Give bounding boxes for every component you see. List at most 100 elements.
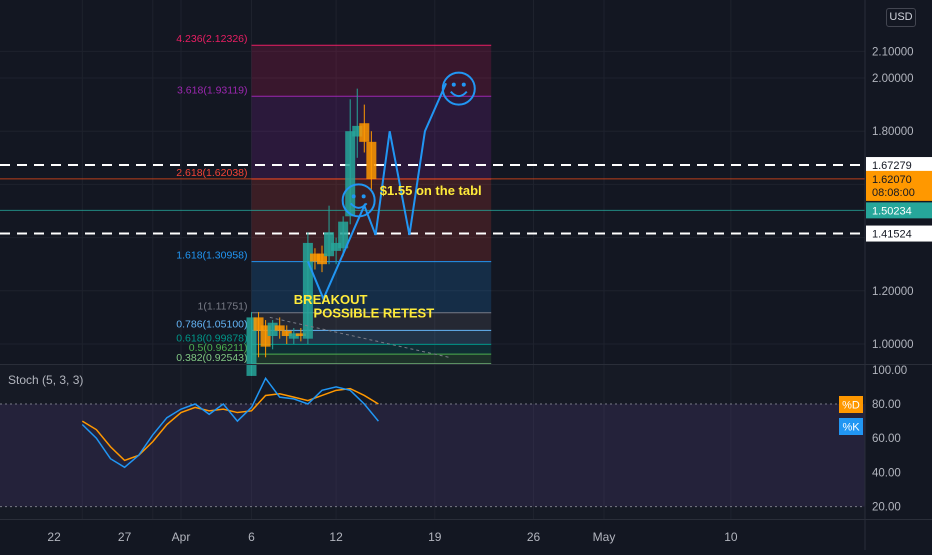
fib-level-label: 2.618(1.62038)	[176, 167, 247, 179]
candle-body[interactable]	[366, 141, 377, 180]
price-tag: 1.50234	[866, 202, 932, 219]
fib-zone	[251, 344, 492, 355]
candle-body[interactable]	[253, 317, 264, 331]
time-axis-label: Apr	[172, 530, 191, 544]
stoch-series-tag-label: %K	[842, 422, 860, 434]
time-axis-label: May	[593, 530, 616, 544]
smiley-eye	[351, 194, 356, 199]
fib-level-label: 4.236(2.12326)	[176, 33, 247, 45]
annotation-text[interactable]: $1.55 on the tabl	[380, 183, 482, 198]
annotation-text[interactable]: BREAKOUT	[294, 292, 368, 307]
stoch-title[interactable]: Stoch (5, 3, 3)	[8, 373, 84, 387]
price-tag-label: 1.62070	[872, 174, 912, 186]
candle-body[interactable]	[295, 333, 306, 337]
time-axis-label: 26	[527, 530, 541, 544]
fib-level-label: 0.618(0.99878)	[176, 332, 247, 344]
candle-body[interactable]	[260, 325, 271, 347]
price-tag: 1.67279	[866, 157, 932, 174]
price-axis-labels: 2.10000 2.00000 1.80000 1.20000 1.00000	[872, 46, 914, 351]
oscillator-axis-labels: 100.00 80.00 60.00 40.00 20.00	[872, 365, 907, 514]
oscillator-axis-label: 60.00	[872, 433, 901, 445]
smiley-mouth	[450, 90, 468, 98]
stoch-series-tag-bg	[839, 418, 863, 435]
price-tag-bg	[866, 170, 932, 201]
price-tag-bg	[866, 157, 932, 174]
time-axis-label: 12	[329, 530, 343, 544]
time-axis-label: 19	[428, 530, 442, 544]
stoch-series-tag-label: %D	[842, 400, 860, 412]
fib-level-label: 1(1.11751)	[197, 301, 247, 313]
price-axis-label: 2.00000	[872, 73, 914, 85]
oscillator-axis-label: 20.00	[872, 502, 901, 514]
price-axis-label: 1.00000	[872, 339, 914, 351]
candle-body[interactable]	[338, 221, 349, 249]
price-tag-label: 1.50234	[872, 205, 912, 217]
time-axis-label: 6	[248, 530, 255, 544]
stoch-band	[0, 404, 865, 507]
smiley-face	[341, 183, 376, 218]
fib-level-label: 0.382(0.92543)	[176, 352, 247, 364]
price-axis-label: 2.10000	[872, 46, 914, 58]
candle-body[interactable]	[281, 330, 292, 337]
price-tag-bg	[866, 202, 932, 219]
price-tag-countdown: 08:08:00	[872, 187, 915, 199]
fib-level-label: 0.786(1.05100)	[176, 318, 247, 330]
fib-level-label: 1.618(1.30958)	[176, 250, 247, 262]
smiley-eye	[361, 194, 366, 199]
candlestick-series[interactable]	[246, 88, 377, 376]
candle-body[interactable]	[317, 253, 327, 265]
time-axis-label: 27	[118, 530, 132, 544]
oscillator-axis-label: 100.00	[872, 365, 907, 377]
smiley-mouth	[349, 202, 368, 209]
projection-path[interactable]	[306, 82, 447, 302]
trend-line[interactable]	[269, 316, 450, 358]
fib-level-label: 3.618(1.93119)	[177, 84, 247, 96]
fib-level-label: 0.5(0.96211)	[189, 342, 248, 354]
stoch-line[interactable]	[81, 376, 379, 469]
fib-zone	[251, 261, 492, 313]
horizontal-levels[interactable]	[0, 164, 865, 235]
stoch-series-tag: %D	[839, 396, 863, 413]
candle-body[interactable]	[288, 333, 299, 339]
stoch-series-tag: %K	[839, 418, 863, 435]
candle-body[interactable]	[246, 317, 257, 376]
candle-body[interactable]	[324, 232, 335, 257]
candle-body[interactable]	[345, 131, 356, 217]
fib-zone	[251, 45, 492, 97]
fibonacci-extension[interactable]: 4.236(2.12326) 3.618(1.93119) 2.618(1.6203…	[176, 33, 492, 365]
candle-body[interactable]	[274, 325, 285, 331]
oscillator-axis-label: 40.00	[872, 467, 901, 479]
smiley-face	[441, 71, 476, 106]
fib-zone	[251, 354, 492, 364]
candle-body[interactable]	[359, 123, 370, 142]
candle-body[interactable]	[331, 242, 342, 251]
time-axis-label: 22	[47, 530, 61, 544]
smiley-eye	[451, 82, 456, 87]
time-axis-labels: 22 27 Apr 6 12 19 26 May 10	[47, 530, 737, 544]
candle-body[interactable]	[309, 253, 320, 262]
stochastic-panel[interactable]	[0, 376, 865, 508]
stoch-legend: %D %K	[839, 396, 863, 435]
candle-body[interactable]	[302, 242, 313, 339]
stoch-line[interactable]	[81, 387, 379, 462]
price-axis-label: 1.20000	[872, 286, 914, 298]
fib-zone	[251, 178, 492, 262]
smiley-icon	[341, 183, 376, 218]
candle-body[interactable]	[267, 322, 278, 337]
time-axis-label: 10	[724, 530, 738, 544]
currency-button[interactable]: USD	[886, 8, 916, 27]
stoch-series-tag-bg	[839, 396, 863, 413]
candle-body[interactable]	[352, 125, 363, 137]
annotation-text[interactable]: POSSIBLE RETEST	[314, 305, 435, 320]
price-tag-bg	[866, 225, 932, 242]
price-tag-label: 1.41524	[872, 229, 912, 241]
smiley-eye	[461, 82, 466, 87]
price-tag-label: 1.67279	[872, 160, 912, 172]
oscillator-axis-label: 80.00	[872, 399, 901, 411]
